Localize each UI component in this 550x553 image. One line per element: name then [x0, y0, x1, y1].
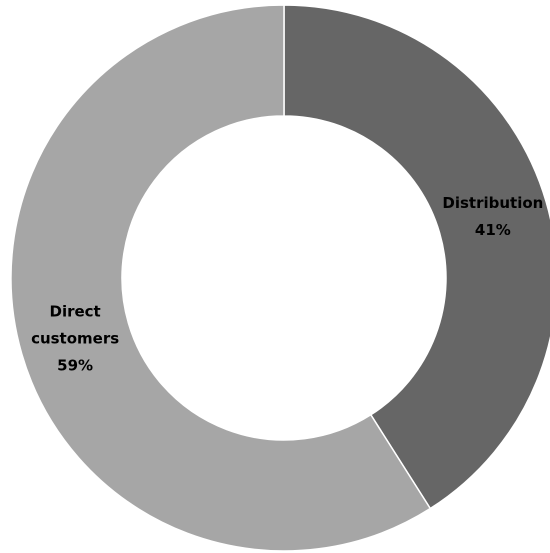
value-label: 59% — [57, 356, 94, 375]
donut-slice — [10, 4, 432, 552]
slice-label: Direct customers 59% — [16, 298, 134, 379]
category-label: Direct customers — [31, 302, 120, 348]
donut-slice — [283, 4, 550, 510]
slice-label: Distribution 41% — [434, 190, 550, 244]
value-label: 41% — [474, 221, 511, 240]
category-label: Distribution — [442, 194, 544, 213]
